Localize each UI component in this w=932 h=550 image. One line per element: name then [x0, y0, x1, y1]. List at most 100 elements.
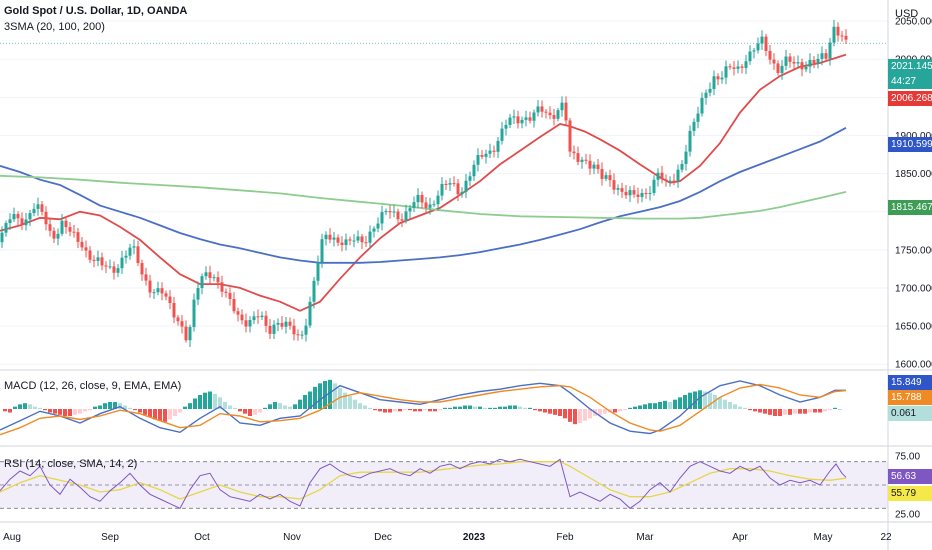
- macd-histogram-bar: [123, 405, 127, 409]
- indicator-label[interactable]: 3SMA (20, 100, 200): [4, 21, 105, 33]
- candle-body: [772, 59, 776, 64]
- macd-histogram-bar: [258, 409, 262, 413]
- candle-body: [660, 172, 664, 180]
- candle-body: [344, 239, 348, 246]
- candle-body: [360, 236, 364, 243]
- candle-body: [700, 97, 704, 114]
- candle-body: [672, 180, 676, 182]
- macd-histogram-bar: [378, 409, 382, 412]
- macd-histogram-bar: [63, 409, 67, 416]
- macd-histogram-bar: [488, 407, 492, 409]
- macd-histogram-bar: [188, 403, 192, 409]
- candle-body: [712, 76, 716, 89]
- sma20-line: [0, 53, 847, 312]
- candle-body: [832, 26, 836, 43]
- macd-histogram-bar: [543, 409, 547, 413]
- macd-histogram-bar: [563, 409, 567, 419]
- macd-histogram-bar: [728, 402, 732, 409]
- macd-histogram-bar: [78, 409, 82, 414]
- candle-body: [208, 272, 212, 278]
- candle-body: [200, 276, 204, 289]
- candle-body: [284, 321, 288, 327]
- rsi-label[interactable]: RSI (14, close, SMA, 14, 2): [4, 458, 138, 470]
- candle-body: [276, 322, 280, 325]
- macd-histogram-bar: [603, 409, 607, 414]
- candle-body: [416, 194, 420, 203]
- candle-body: [332, 237, 336, 240]
- candle-body: [688, 130, 692, 152]
- macd-histogram-bar: [738, 406, 742, 409]
- candle-body: [480, 155, 484, 157]
- candle-body: [16, 214, 20, 219]
- macd-histogram-bar: [613, 409, 617, 413]
- macd-histogram-bar: [588, 409, 592, 419]
- candle-body: [192, 299, 196, 328]
- candle-body: [616, 188, 620, 190]
- candle-body: [404, 211, 408, 221]
- candle-body: [520, 119, 524, 124]
- rsi-pane[interactable]: [0, 458, 888, 509]
- macd-histogram-bar: [668, 402, 672, 409]
- candle-body: [8, 219, 12, 224]
- macd-histogram-bar: [283, 405, 287, 409]
- candle-body: [68, 227, 72, 232]
- macd-histogram-bar: [108, 402, 112, 409]
- candle-body: [768, 50, 772, 60]
- candle-body: [164, 293, 168, 297]
- macd-histogram-bar: [348, 396, 352, 409]
- candle-body: [20, 218, 24, 226]
- macd-histogram-bar: [493, 407, 497, 409]
- candle-body: [152, 292, 156, 294]
- candle-body: [336, 237, 340, 243]
- candle-body: [264, 315, 268, 326]
- macd-histogram-bar: [763, 409, 767, 414]
- macd-histogram-bar: [698, 390, 702, 409]
- price-tick-label: 1700.000: [895, 283, 932, 294]
- macd-histogram-bar: [553, 409, 557, 415]
- macd-histogram-bar: [388, 409, 392, 413]
- macd-histogram-bar: [233, 407, 237, 409]
- candle-body: [188, 327, 192, 341]
- macd-label[interactable]: MACD (12, 26, close, 9, EMA, EMA): [4, 380, 182, 392]
- price-pane[interactable]: [0, 19, 888, 365]
- candle-body: [296, 334, 300, 336]
- candle-body: [4, 223, 8, 233]
- macd-histogram-bar: [23, 403, 27, 409]
- sma100-tag: 1910.599: [888, 137, 932, 152]
- candle-body: [324, 234, 328, 240]
- macd-histogram-bar: [703, 391, 707, 409]
- candle-body: [580, 159, 584, 162]
- macd-histogram-bar: [18, 404, 22, 409]
- macd-histogram-bar: [158, 409, 162, 421]
- time-tick-label: Sep: [101, 532, 119, 543]
- macd-pane[interactable]: [0, 379, 847, 436]
- candle-body: [780, 65, 784, 74]
- candle-body: [76, 232, 80, 242]
- candle-body: [260, 315, 264, 318]
- macd-histogram-bar: [28, 404, 32, 409]
- macd-histogram-bar: [38, 407, 42, 409]
- macd-histogram-bar: [828, 409, 832, 411]
- candle-body: [40, 204, 44, 212]
- time-tick-label: Nov: [283, 532, 301, 543]
- candle-body: [440, 183, 444, 196]
- macd-histogram-bar: [143, 409, 147, 415]
- candle-body: [656, 172, 660, 180]
- candle-body: [472, 164, 476, 177]
- candle-body: [184, 326, 188, 341]
- candle-body: [220, 282, 224, 292]
- macd-histogram-bar: [13, 406, 17, 409]
- candle-body: [476, 155, 480, 165]
- candle-body: [572, 151, 576, 154]
- candle-body: [544, 111, 548, 113]
- candle-body: [800, 62, 804, 70]
- macd-histogram-bar: [403, 409, 407, 411]
- candle-body: [740, 66, 744, 68]
- candle-body: [632, 190, 636, 195]
- macd-histogram-bar: [523, 407, 527, 409]
- candle-body: [448, 183, 452, 185]
- macd-histogram-bar: [838, 409, 842, 410]
- candle-body: [0, 232, 4, 243]
- candle-body: [716, 76, 720, 80]
